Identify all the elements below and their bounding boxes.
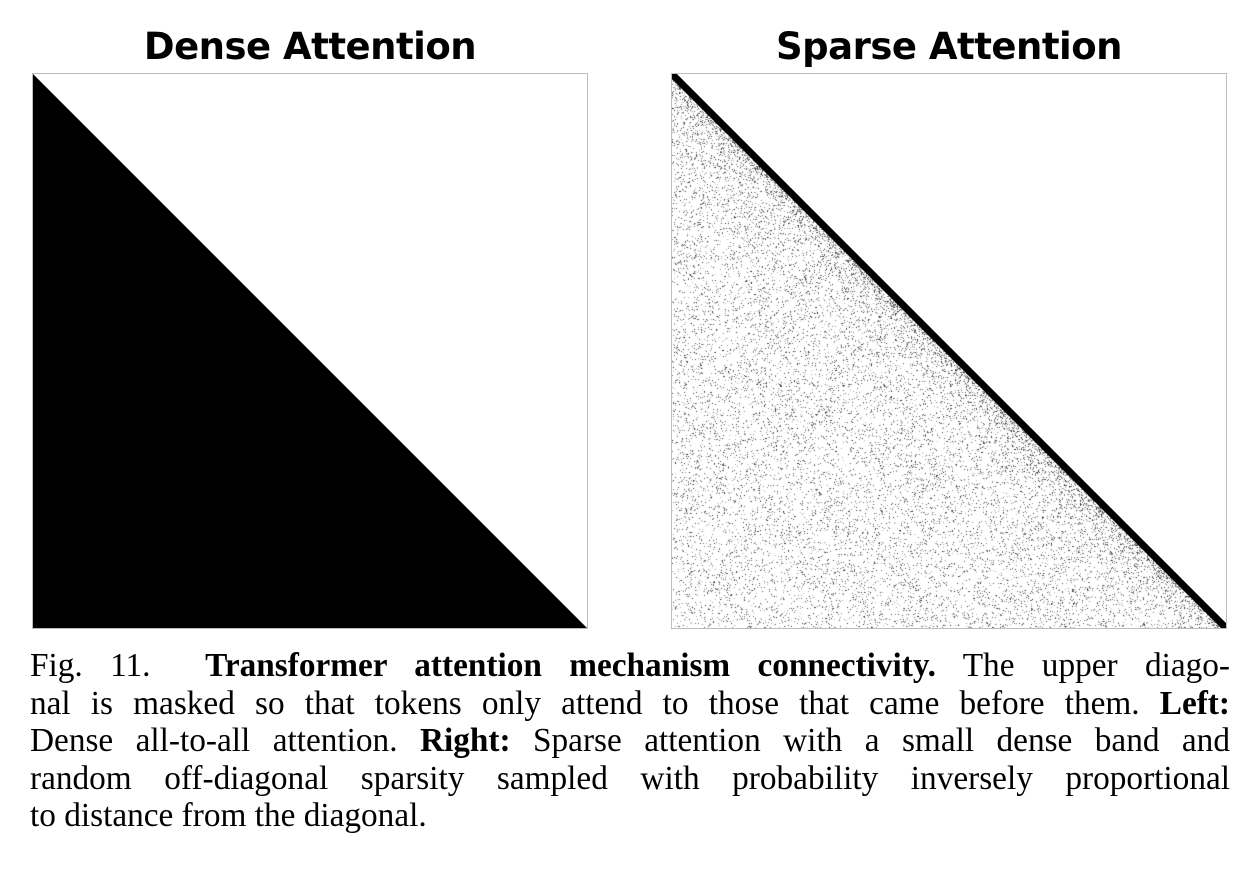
caption-line-1: Fig. 11. Transformer attention mechanism… — [30, 647, 1230, 685]
caption-line-2: nal is masked so that tokens only attend… — [30, 685, 1230, 723]
caption-line-4: random off-diagonal sparsity sampled wit… — [30, 759, 1230, 797]
caption-text-3b: Sparse attention with a small dense band… — [510, 722, 1230, 759]
dense-attention-matrix — [32, 73, 588, 629]
figure-caption: Fig. 11. Transformer attention mechanism… — [30, 647, 1230, 835]
caption-text-3: Dense all-to-all attention. — [30, 722, 420, 759]
caption-right-label: Right: — [419, 722, 511, 759]
caption-left-label: Left: — [1159, 684, 1230, 722]
sparse-diagonal-band-layer — [672, 74, 1226, 628]
caption-text-1: The upper diago- — [935, 647, 1231, 684]
caption-line-5: to distance from the diagonal. — [30, 797, 427, 834]
dense-diagonal-band — [672, 74, 1226, 628]
figure-label: Fig. 11. — [30, 647, 151, 684]
dense-lower-triangle — [33, 74, 587, 628]
caption-text-2: nal is masked so that tokens only attend… — [30, 684, 1160, 722]
sparse-attention-matrix — [671, 73, 1227, 629]
caption-line-3: Dense all-to-all attention. Right: Spars… — [30, 722, 1230, 760]
dense-attention-title: Dense Attention — [143, 25, 477, 68]
dense-attention-plot — [33, 74, 587, 628]
caption-heading: Transformer attention mechanism connecti… — [205, 647, 936, 684]
sparse-attention-title: Sparse Attention — [776, 25, 1122, 68]
